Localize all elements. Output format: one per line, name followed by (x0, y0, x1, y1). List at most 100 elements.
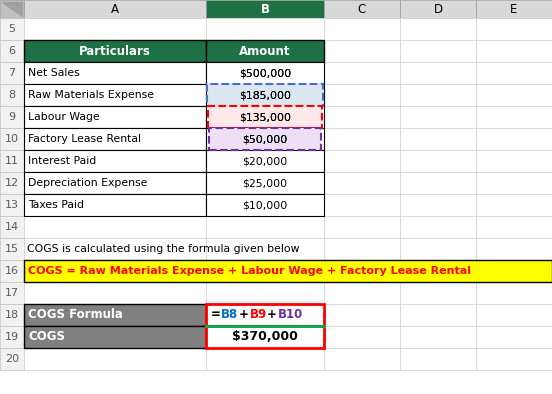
Text: D: D (433, 2, 443, 15)
Bar (206, 150, 324, 172)
Bar (400, 150, 476, 172)
Bar (400, 260, 476, 282)
Bar (206, 106, 324, 128)
Bar (206, 106, 324, 128)
Bar (400, 128, 476, 150)
Bar (24, 348, 206, 370)
Bar (24, 18, 206, 40)
Bar (206, 128, 324, 150)
Bar (206, 18, 324, 40)
Text: E: E (510, 2, 518, 15)
Text: A: A (111, 2, 119, 15)
Text: B: B (261, 2, 269, 15)
Bar (206, 260, 324, 282)
Bar (324, 194, 400, 216)
Bar (24, 304, 206, 326)
Text: =: = (211, 309, 221, 322)
Bar (476, 0, 552, 18)
Text: Net Sales: Net Sales (28, 68, 79, 78)
Bar (206, 128, 324, 150)
Bar (206, 62, 324, 84)
Bar (24, 282, 206, 304)
Bar (24, 304, 206, 326)
Text: Factory Lease Rental: Factory Lease Rental (28, 134, 141, 144)
Bar (400, 282, 476, 304)
Bar (206, 40, 324, 62)
Bar (24, 172, 206, 194)
Bar (0, 150, 24, 172)
Text: +: + (267, 309, 277, 322)
Text: 16: 16 (5, 266, 19, 276)
Bar (206, 216, 324, 238)
Bar (24, 194, 206, 216)
Text: 6: 6 (8, 46, 15, 56)
Bar (400, 0, 476, 18)
Bar (324, 106, 400, 128)
Text: $185,000: $185,000 (239, 90, 291, 100)
Polygon shape (2, 2, 22, 16)
Bar (206, 194, 324, 216)
Bar (0, 282, 24, 304)
Bar (206, 84, 324, 106)
Bar (24, 128, 206, 150)
Text: $135,000: $135,000 (239, 112, 291, 122)
Bar (206, 84, 324, 106)
Bar (206, 62, 324, 84)
Text: COGS: COGS (28, 331, 65, 344)
Bar (324, 84, 400, 106)
Bar (324, 238, 400, 260)
Text: 17: 17 (5, 288, 19, 298)
Bar (0, 216, 24, 238)
Bar (206, 282, 324, 304)
Bar (24, 326, 206, 348)
Bar (324, 18, 400, 40)
Bar (24, 84, 206, 106)
Text: Depreciation Expense: Depreciation Expense (28, 178, 147, 188)
Bar (400, 194, 476, 216)
Bar (24, 40, 206, 62)
Bar (0, 348, 24, 370)
Bar (400, 238, 476, 260)
Bar (476, 84, 552, 106)
Text: $185,000: $185,000 (239, 90, 291, 100)
Bar (324, 304, 400, 326)
Bar (24, 128, 206, 150)
Bar (206, 326, 324, 348)
Text: Taxes Paid: Taxes Paid (28, 200, 84, 210)
Bar (324, 0, 400, 18)
Text: 7: 7 (8, 68, 15, 78)
Bar (400, 348, 476, 370)
Bar (400, 216, 476, 238)
Bar (24, 150, 206, 172)
Bar (324, 172, 400, 194)
Bar (0, 238, 24, 260)
Bar (24, 0, 206, 18)
Bar (24, 150, 206, 172)
Bar (206, 238, 324, 260)
Bar (400, 326, 476, 348)
Bar (208, 106, 322, 128)
Bar (206, 172, 324, 194)
Bar (476, 260, 552, 282)
Text: 19: 19 (5, 332, 19, 342)
Bar (206, 326, 324, 348)
Bar (324, 260, 400, 282)
Bar (24, 326, 206, 348)
Text: Amount: Amount (239, 45, 291, 58)
Bar (0, 18, 24, 40)
Bar (476, 282, 552, 304)
Text: B8: B8 (221, 309, 238, 322)
Bar (324, 216, 400, 238)
Text: C: C (358, 2, 366, 15)
Bar (400, 18, 476, 40)
Bar (0, 260, 24, 282)
Bar (324, 282, 400, 304)
Bar (0, 194, 24, 216)
Bar (24, 172, 206, 194)
Bar (476, 348, 552, 370)
Bar (0, 326, 24, 348)
Bar (0, 172, 24, 194)
Text: $25,000: $25,000 (242, 178, 288, 188)
Bar (24, 216, 206, 238)
Bar (476, 326, 552, 348)
